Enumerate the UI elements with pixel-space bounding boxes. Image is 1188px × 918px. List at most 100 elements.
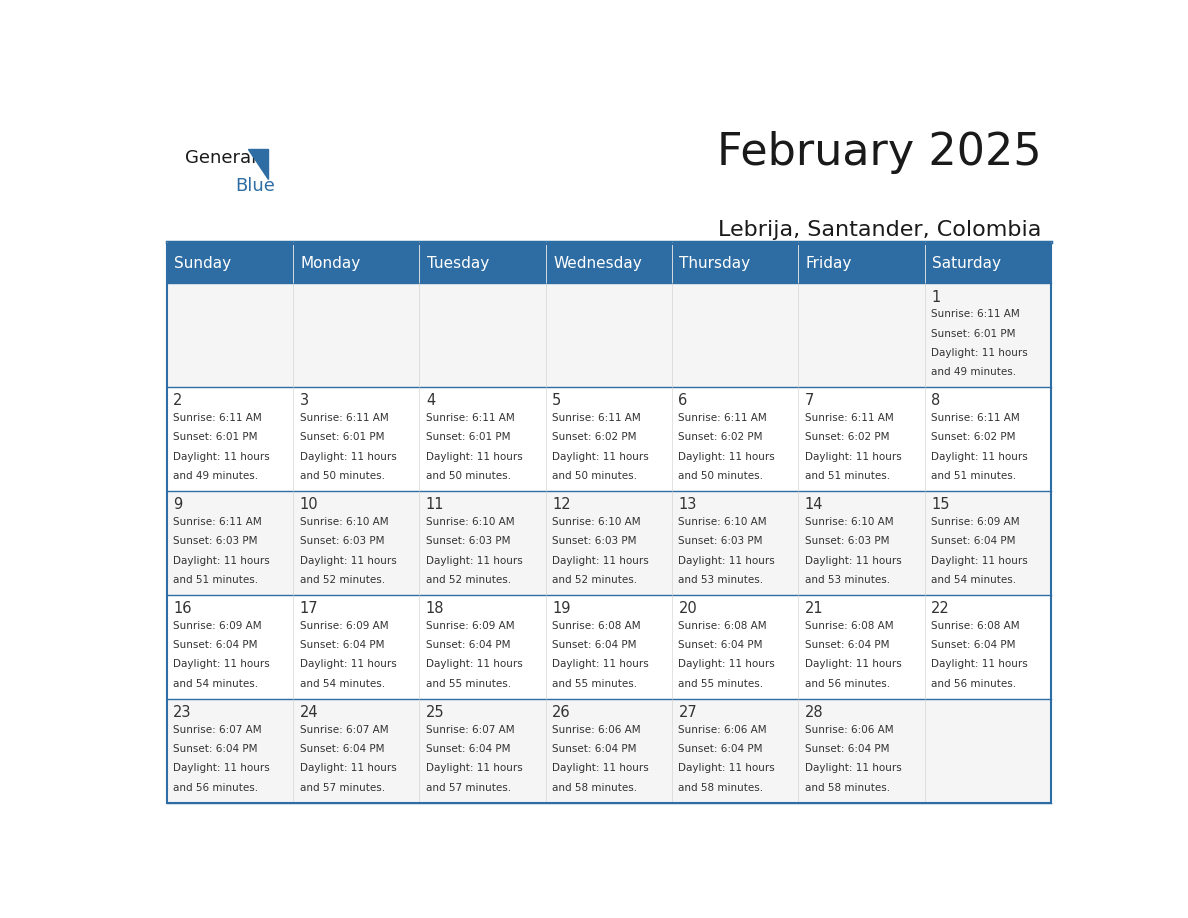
Text: 8: 8 — [931, 394, 940, 409]
Text: and 58 minutes.: and 58 minutes. — [678, 783, 764, 792]
Text: Sunset: 6:04 PM: Sunset: 6:04 PM — [425, 640, 511, 650]
Text: Sunset: 6:04 PM: Sunset: 6:04 PM — [678, 640, 763, 650]
Text: Sunrise: 6:09 AM: Sunrise: 6:09 AM — [931, 517, 1019, 527]
Text: Daylight: 11 hours: Daylight: 11 hours — [425, 659, 523, 669]
Text: Sunset: 6:03 PM: Sunset: 6:03 PM — [678, 536, 763, 546]
Text: 9: 9 — [173, 498, 183, 512]
FancyBboxPatch shape — [166, 595, 293, 699]
FancyBboxPatch shape — [924, 387, 1051, 491]
Text: 19: 19 — [552, 601, 570, 616]
Text: Sunset: 6:03 PM: Sunset: 6:03 PM — [173, 536, 258, 546]
Text: Sunset: 6:01 PM: Sunset: 6:01 PM — [173, 432, 258, 442]
Text: Sunset: 6:01 PM: Sunset: 6:01 PM — [299, 432, 384, 442]
Text: and 53 minutes.: and 53 minutes. — [678, 575, 764, 585]
Text: Daylight: 11 hours: Daylight: 11 hours — [299, 452, 397, 462]
Text: Sunrise: 6:09 AM: Sunrise: 6:09 AM — [425, 621, 514, 631]
Text: Sunset: 6:02 PM: Sunset: 6:02 PM — [678, 432, 763, 442]
FancyBboxPatch shape — [293, 244, 419, 284]
Text: and 50 minutes.: and 50 minutes. — [425, 471, 511, 481]
Text: 26: 26 — [552, 705, 570, 721]
Text: Daylight: 11 hours: Daylight: 11 hours — [552, 764, 649, 773]
Text: 14: 14 — [804, 498, 823, 512]
Text: 10: 10 — [299, 498, 318, 512]
Text: Sunset: 6:01 PM: Sunset: 6:01 PM — [425, 432, 511, 442]
Text: Sunrise: 6:07 AM: Sunrise: 6:07 AM — [173, 725, 263, 735]
Text: 15: 15 — [931, 498, 949, 512]
Text: 1: 1 — [931, 289, 940, 305]
FancyBboxPatch shape — [545, 491, 672, 595]
Text: Sunrise: 6:08 AM: Sunrise: 6:08 AM — [931, 621, 1019, 631]
Text: General: General — [185, 149, 257, 167]
Text: Sunrise: 6:06 AM: Sunrise: 6:06 AM — [678, 725, 767, 735]
FancyBboxPatch shape — [419, 387, 545, 491]
Text: Daylight: 11 hours: Daylight: 11 hours — [678, 659, 776, 669]
Text: Sunset: 6:04 PM: Sunset: 6:04 PM — [299, 744, 384, 755]
FancyBboxPatch shape — [293, 284, 419, 387]
Text: 20: 20 — [678, 601, 697, 616]
Text: Sunrise: 6:08 AM: Sunrise: 6:08 AM — [678, 621, 767, 631]
Text: 12: 12 — [552, 498, 570, 512]
Text: Sunset: 6:03 PM: Sunset: 6:03 PM — [804, 536, 889, 546]
FancyBboxPatch shape — [166, 491, 293, 595]
Text: Sunrise: 6:11 AM: Sunrise: 6:11 AM — [299, 413, 388, 423]
Text: Sunset: 6:03 PM: Sunset: 6:03 PM — [425, 536, 511, 546]
Text: Sunset: 6:01 PM: Sunset: 6:01 PM — [931, 329, 1016, 339]
Text: 18: 18 — [425, 601, 444, 616]
FancyBboxPatch shape — [166, 699, 293, 803]
Text: Daylight: 11 hours: Daylight: 11 hours — [299, 555, 397, 565]
FancyBboxPatch shape — [798, 491, 924, 595]
Text: Daylight: 11 hours: Daylight: 11 hours — [425, 452, 523, 462]
FancyBboxPatch shape — [419, 244, 545, 284]
Text: and 58 minutes.: and 58 minutes. — [552, 783, 637, 792]
Text: and 51 minutes.: and 51 minutes. — [804, 471, 890, 481]
Text: Daylight: 11 hours: Daylight: 11 hours — [804, 659, 902, 669]
Text: Sunrise: 6:11 AM: Sunrise: 6:11 AM — [552, 413, 640, 423]
Text: and 57 minutes.: and 57 minutes. — [299, 783, 385, 792]
FancyBboxPatch shape — [924, 595, 1051, 699]
FancyBboxPatch shape — [924, 244, 1051, 284]
FancyBboxPatch shape — [924, 699, 1051, 803]
FancyBboxPatch shape — [419, 284, 545, 387]
FancyBboxPatch shape — [545, 244, 672, 284]
Text: Daylight: 11 hours: Daylight: 11 hours — [552, 452, 649, 462]
FancyBboxPatch shape — [166, 284, 293, 387]
Text: Sunset: 6:04 PM: Sunset: 6:04 PM — [804, 744, 889, 755]
FancyBboxPatch shape — [293, 491, 419, 595]
Text: Daylight: 11 hours: Daylight: 11 hours — [173, 659, 270, 669]
Text: Sunrise: 6:09 AM: Sunrise: 6:09 AM — [173, 621, 263, 631]
Text: Daylight: 11 hours: Daylight: 11 hours — [425, 764, 523, 773]
FancyBboxPatch shape — [798, 244, 924, 284]
Text: Sunset: 6:04 PM: Sunset: 6:04 PM — [299, 640, 384, 650]
Text: Sunset: 6:04 PM: Sunset: 6:04 PM — [678, 744, 763, 755]
Text: and 55 minutes.: and 55 minutes. — [678, 678, 764, 688]
Text: Sunrise: 6:11 AM: Sunrise: 6:11 AM — [173, 413, 263, 423]
Text: Sunset: 6:04 PM: Sunset: 6:04 PM — [552, 640, 637, 650]
Text: and 50 minutes.: and 50 minutes. — [299, 471, 385, 481]
Text: Sunrise: 6:11 AM: Sunrise: 6:11 AM — [931, 413, 1019, 423]
Text: 5: 5 — [552, 394, 562, 409]
Text: and 54 minutes.: and 54 minutes. — [173, 678, 259, 688]
Text: Sunset: 6:04 PM: Sunset: 6:04 PM — [931, 536, 1016, 546]
Text: 17: 17 — [299, 601, 318, 616]
FancyBboxPatch shape — [545, 699, 672, 803]
Text: 23: 23 — [173, 705, 191, 721]
FancyBboxPatch shape — [166, 244, 293, 284]
Text: Sunset: 6:04 PM: Sunset: 6:04 PM — [173, 744, 258, 755]
FancyBboxPatch shape — [672, 699, 798, 803]
Text: and 57 minutes.: and 57 minutes. — [425, 783, 511, 792]
Text: 24: 24 — [299, 705, 318, 721]
FancyBboxPatch shape — [672, 284, 798, 387]
FancyBboxPatch shape — [293, 595, 419, 699]
Text: Daylight: 11 hours: Daylight: 11 hours — [552, 659, 649, 669]
FancyBboxPatch shape — [672, 491, 798, 595]
Text: Daylight: 11 hours: Daylight: 11 hours — [804, 452, 902, 462]
Text: and 56 minutes.: and 56 minutes. — [804, 678, 890, 688]
Text: Sunset: 6:03 PM: Sunset: 6:03 PM — [552, 536, 637, 546]
Text: Monday: Monday — [301, 256, 361, 272]
Text: Sunrise: 6:08 AM: Sunrise: 6:08 AM — [552, 621, 640, 631]
Text: 2: 2 — [173, 394, 183, 409]
Text: Sunrise: 6:10 AM: Sunrise: 6:10 AM — [678, 517, 767, 527]
Text: Sunrise: 6:10 AM: Sunrise: 6:10 AM — [299, 517, 388, 527]
Text: 13: 13 — [678, 498, 697, 512]
Text: 22: 22 — [931, 601, 949, 616]
